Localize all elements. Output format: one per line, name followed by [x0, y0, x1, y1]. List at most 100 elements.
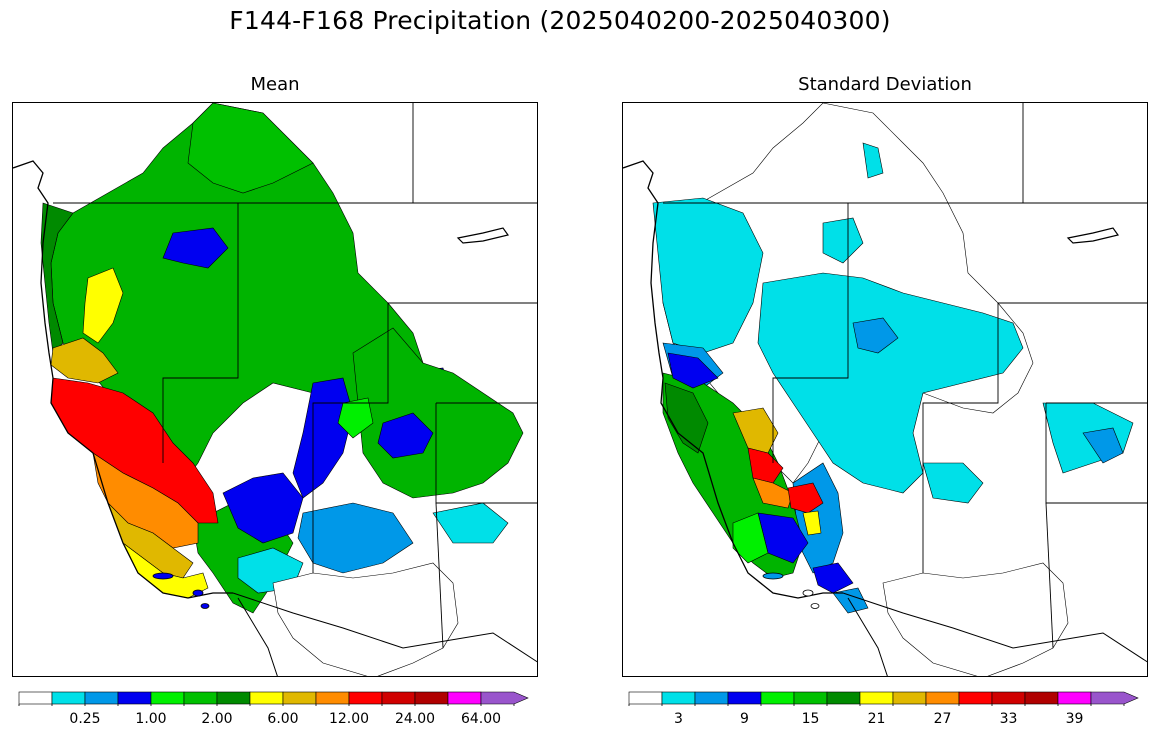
arizona-lightblue	[297, 502, 414, 574]
island-3	[200, 603, 210, 609]
colorbar-segment	[117, 691, 152, 705]
socal-blue	[812, 562, 854, 594]
colorbar-tick-label: 21	[867, 711, 886, 727]
colorbar-segment	[628, 691, 663, 705]
lake-outline	[1066, 227, 1120, 244]
state-line-3	[312, 303, 389, 573]
utah-cyan	[922, 462, 984, 504]
figure-title: F144-F168 Precipitation (2025040200-2025…	[229, 6, 891, 35]
colorbar-segment	[348, 691, 383, 705]
mexico-border	[232, 592, 537, 663]
colorbar-tick-label: 12.00	[328, 711, 370, 727]
nevada-blue	[222, 472, 304, 544]
colorbar-segment	[661, 691, 696, 705]
island-3	[810, 603, 820, 609]
colorbar-segment	[925, 691, 960, 705]
rockies-green	[352, 327, 524, 499]
colorbar-segment	[84, 691, 119, 705]
stddev-colorbar-segments	[628, 691, 1139, 706]
colorbar-segment	[958, 691, 993, 705]
colorbar-segment	[760, 691, 795, 705]
colorbar-segment	[991, 691, 1026, 705]
colorbar-segment	[1057, 691, 1092, 705]
island-2	[802, 589, 814, 597]
northern-cyan-patches	[862, 142, 884, 179]
northern-green-region	[187, 103, 314, 194]
mean-colorbar-segments	[18, 691, 529, 706]
colorbar-segment	[480, 691, 529, 705]
mean-panel: Mean	[0, 0, 560, 741]
desert-southwest-white	[272, 562, 459, 676]
rockies-blue-patch	[377, 412, 434, 459]
stddev-panel-title: Standard Deviation	[798, 74, 972, 95]
norcal-blue	[667, 352, 719, 389]
stddev-panel: Standard Deviation	[610, 0, 1159, 741]
baja-coast	[847, 597, 888, 676]
mexico-border	[842, 592, 1147, 663]
northwest-cyan	[652, 197, 764, 354]
colorbar-segment	[793, 691, 828, 705]
island-1	[152, 572, 174, 580]
colorbar-tick-label: 9	[740, 711, 749, 727]
colorbar-segment	[216, 691, 251, 705]
colorbar-tick-label: 1.00	[135, 711, 167, 727]
mean-colorbar	[18, 691, 529, 706]
state-line-7	[435, 502, 444, 649]
coastal-forest-region	[40, 202, 74, 354]
colorbar-tick-label: 6.00	[267, 711, 299, 727]
colorbar-segment	[447, 691, 482, 705]
colorbar-tick-label: 0.25	[69, 711, 101, 727]
state-line-3	[922, 303, 999, 573]
colorbar-segment	[183, 691, 218, 705]
state-line-1	[162, 203, 239, 463]
sierra-red-2	[787, 482, 824, 514]
sierra-yellow	[802, 510, 822, 536]
socal-lightblue	[832, 587, 869, 614]
state-line-7	[1045, 502, 1054, 649]
stddev-map[interactable]	[622, 102, 1148, 677]
colorbar-segment	[1090, 691, 1139, 705]
colorbar-tick-label: 24.00	[394, 711, 436, 727]
colorbar-segment	[892, 691, 927, 705]
colorbar-segment	[249, 691, 284, 705]
nm-cyan	[432, 502, 509, 544]
colorbar-segment	[826, 691, 861, 705]
sierra-red	[747, 447, 784, 484]
colorbar-tick-label: 64.00	[460, 711, 502, 727]
colorbar-tick-label: 27	[933, 711, 952, 727]
colorbar-segment	[18, 691, 53, 705]
baja-coast	[237, 597, 278, 676]
colorbar-segment	[727, 691, 762, 705]
norcal-dark-green	[664, 382, 709, 454]
oregon-gold	[50, 337, 119, 384]
pacific-coastline	[13, 160, 233, 599]
colorbar-tick-label: 2.00	[201, 711, 233, 727]
colorbar-segment	[150, 691, 185, 705]
stddev-colorbar	[628, 691, 1139, 706]
colorbar-segment	[694, 691, 729, 705]
idaho-lightblue	[852, 317, 899, 354]
colorbar-tick-label: 3	[674, 711, 683, 727]
utah-blue	[292, 377, 354, 499]
colorado-lightblue	[1082, 427, 1124, 464]
colorbar-segment	[315, 691, 350, 705]
island-1	[762, 572, 784, 580]
oregon-yellow	[82, 267, 124, 344]
state-line-1	[772, 203, 849, 463]
colorbar-segment	[381, 691, 416, 705]
colorbar-tick-label: 39	[1065, 711, 1084, 727]
colorbar-segment	[414, 691, 449, 705]
colorbar-segment	[1024, 691, 1059, 705]
lake-outline	[456, 227, 510, 244]
mean-map[interactable]	[12, 102, 538, 677]
desert-white-outline	[882, 562, 1069, 676]
colorbar-segment	[51, 691, 86, 705]
mean-panel-title: Mean	[250, 74, 300, 95]
colorbar-segment	[859, 691, 894, 705]
pacific-coastline	[623, 160, 843, 599]
colorbar-segment	[282, 691, 317, 705]
island-2	[192, 589, 204, 597]
colorbar-tick-label: 15	[801, 711, 820, 727]
colorbar-tick-label: 33	[999, 711, 1018, 727]
idaho-blue	[162, 227, 229, 269]
